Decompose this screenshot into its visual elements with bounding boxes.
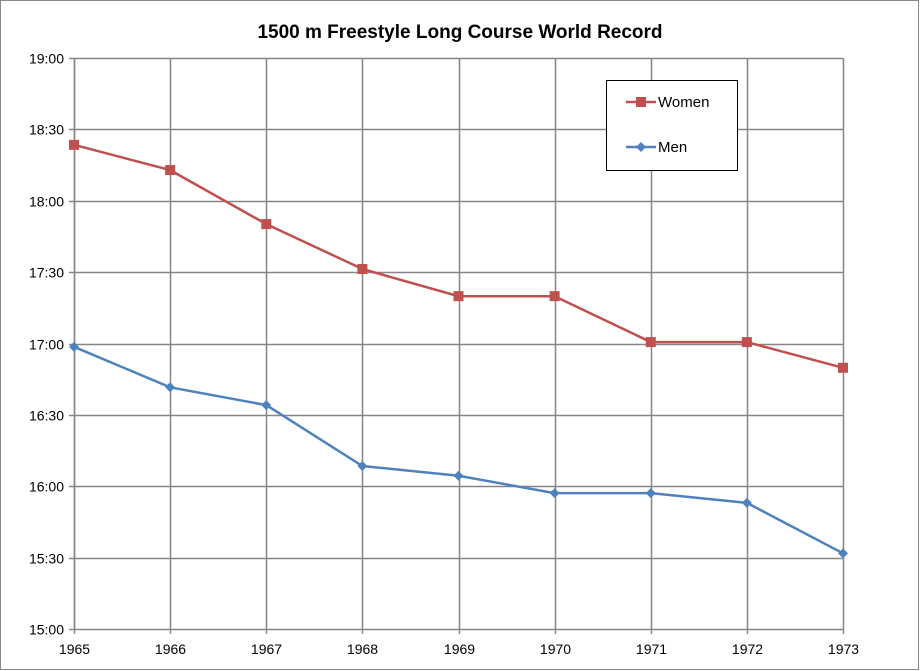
data-point-men — [69, 341, 79, 352]
data-point-women — [549, 291, 560, 302]
y-tick-label: 18:30 — [29, 122, 64, 138]
x-tick-label: 1968 — [347, 641, 378, 657]
chart-title: 1500 m Freestyle Long Course World Recor… — [257, 22, 662, 43]
legend-box — [606, 80, 738, 171]
y-tick-label: 16:30 — [29, 408, 64, 424]
legend: Women Men — [606, 80, 738, 171]
legend-men-label: Men — [658, 139, 687, 156]
data-point-men — [549, 488, 560, 499]
x-tick-label: 1966 — [155, 641, 186, 657]
y-tick-label: 17:30 — [29, 265, 64, 281]
data-point-men — [645, 488, 656, 499]
data-point-women — [741, 337, 752, 348]
y-tick-label: 19:00 — [29, 51, 64, 67]
data-point-women — [645, 337, 656, 348]
legend-women-marker — [636, 97, 646, 107]
data-point-women — [838, 362, 848, 373]
legend-women-label: Women — [658, 94, 709, 111]
x-tick-label: 1970 — [540, 641, 571, 657]
data-point-women — [357, 264, 368, 275]
x-tick-label: 1969 — [444, 641, 475, 657]
data-point-men — [165, 382, 176, 393]
y-tick-label: 15:00 — [29, 622, 64, 638]
legend-men-marker — [636, 142, 646, 152]
y-tick-label: 18:00 — [29, 194, 64, 210]
x-tick-label: 1967 — [251, 641, 282, 657]
y-tick-label: 15:30 — [29, 551, 64, 567]
x-tick-label: 1972 — [732, 641, 763, 657]
y-tick-label: 17:00 — [29, 337, 64, 353]
data-point-men — [261, 400, 272, 411]
y-tick-label: 16:00 — [29, 479, 64, 495]
data-point-men — [453, 470, 464, 481]
data-point-men — [357, 461, 368, 472]
x-tick-label: 1973 — [828, 641, 859, 657]
y-axis: 15:00 15:30 16:00 16:30 17:00 17:30 18:00 18:30… — [29, 51, 64, 638]
series-group — [69, 139, 848, 559]
data-point-men — [741, 497, 752, 508]
data-point-women — [261, 219, 272, 230]
data-point-men — [838, 548, 848, 559]
x-axis: 1965 1966 1967 1968 1969 1970 1971 1972 1973 — [59, 641, 859, 657]
data-point-women — [69, 139, 79, 150]
x-tick-label: 1965 — [59, 641, 90, 657]
data-point-women — [165, 165, 176, 176]
data-point-women — [453, 291, 464, 302]
x-tick-label: 1971 — [636, 641, 667, 657]
